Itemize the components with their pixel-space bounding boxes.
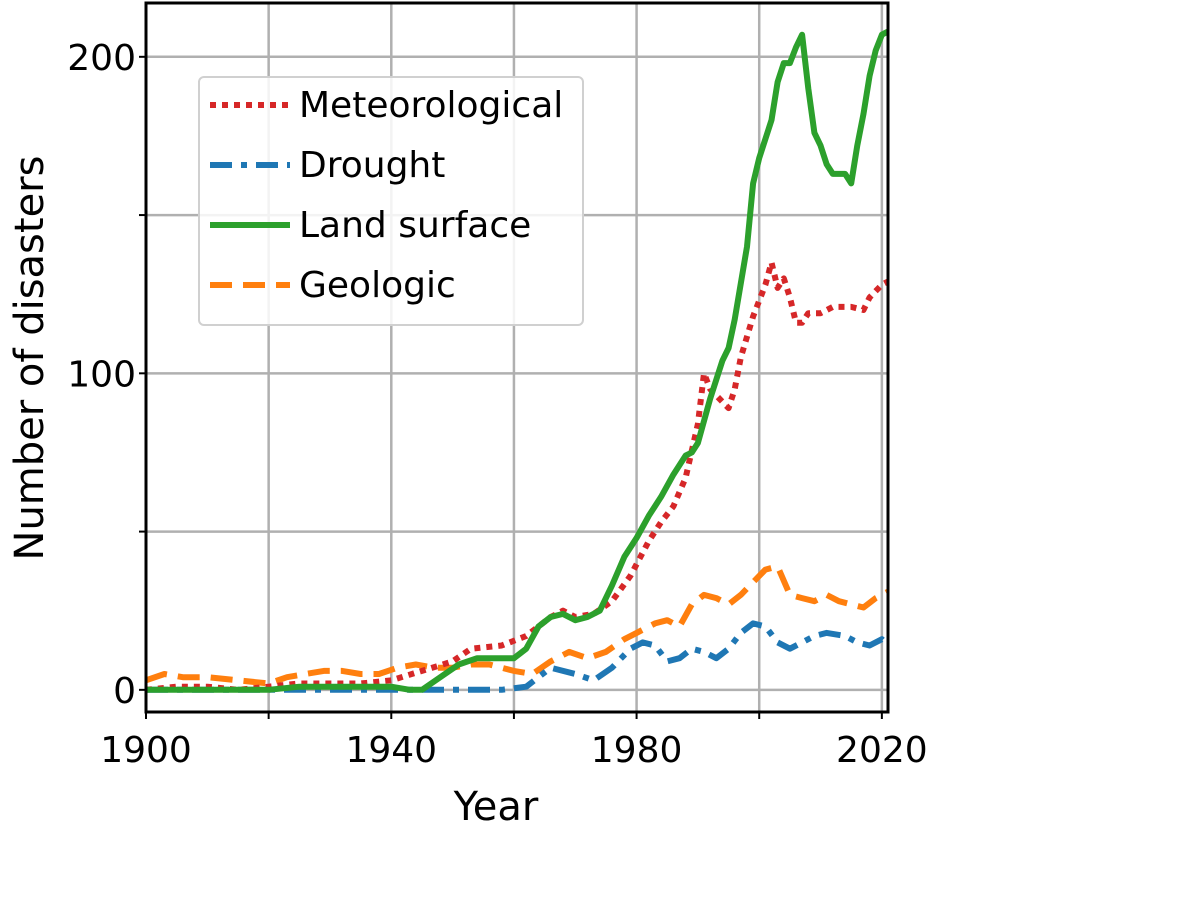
y-axis-label: Number of disasters bbox=[7, 156, 53, 561]
series-group bbox=[146, 28, 888, 693]
x-axis-label: Year bbox=[453, 784, 539, 830]
legend-label: Land surface bbox=[299, 205, 531, 246]
legend-box bbox=[198, 76, 584, 326]
legend: Meteorological Drought Land surface Geologi… bbox=[198, 76, 584, 326]
legend-label: Geologic bbox=[299, 265, 456, 306]
x-tick-label: 1900 bbox=[100, 730, 192, 771]
x-tick-label: 2020 bbox=[836, 730, 928, 771]
series-line-meteorological bbox=[146, 259, 888, 693]
series-line-drought bbox=[146, 620, 888, 693]
legend-label: Drought bbox=[299, 145, 445, 186]
plot-frame bbox=[144, 1, 890, 714]
y-tick-label: 200 bbox=[67, 38, 136, 79]
series-line-land-surface bbox=[146, 28, 888, 693]
x-tick-label: 1940 bbox=[345, 730, 437, 771]
series-line-geologic bbox=[146, 563, 888, 687]
legend-label: Meteorological bbox=[299, 85, 563, 126]
y-tick-label: 100 bbox=[67, 354, 136, 395]
y-tick-label: 0 bbox=[113, 671, 136, 712]
axis-ticks: 1900 1940 1980 2020 0 100 200 bbox=[67, 38, 927, 771]
x-tick-label: 1980 bbox=[591, 730, 683, 771]
